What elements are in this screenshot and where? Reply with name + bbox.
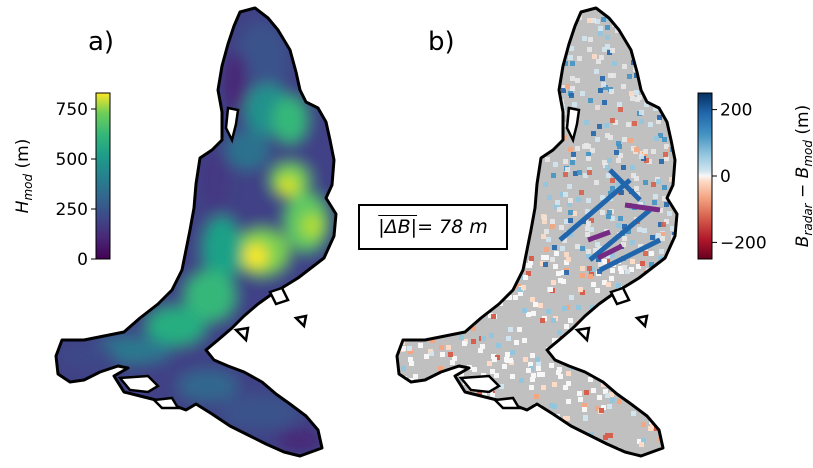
colorbar-b-tick-label: 200 [720,101,752,121]
colorbar-b: 200 0 −200 Bradar − Bmod (m) [697,92,813,260]
nunataks-b [458,106,649,410]
colorbar-a-label: Hmod (m) [13,139,35,214]
colorbar-a-tick-label: 750 [56,100,88,120]
colorbar-a-tick-label: 250 [56,200,88,220]
colorbar-b-label: Bradar − Bmod (m) [793,105,813,248]
colorbar-a-tick-label: 500 [56,150,88,170]
colorbar-a-tick-label: 0 [77,250,88,270]
thickness-field [56,8,336,456]
mean-difference-annotation: |ΔB| = 78 m [358,204,508,250]
colorbar-b-gradient [697,92,713,260]
colorbar-a: 750 500 250 0 Hmod (m) [13,92,111,270]
mean-abs-delta-value: = 78 m [417,216,488,238]
colorbar-b-tick-label: 0 [720,167,731,187]
nunataks-a [117,106,308,410]
colorbar-a-gradient [95,92,111,260]
mean-abs-delta-symbol: |ΔB| [378,216,418,238]
colorbar-a-ticks: 750 500 250 0 [56,100,96,270]
panel-label-a: a) [88,27,114,57]
panel-label-b: b) [428,27,455,57]
colorbar-b-tick-label: −200 [720,233,767,253]
panel-a-map [54,6,338,458]
colorbar-b-ticks: 200 0 −200 [712,101,767,253]
